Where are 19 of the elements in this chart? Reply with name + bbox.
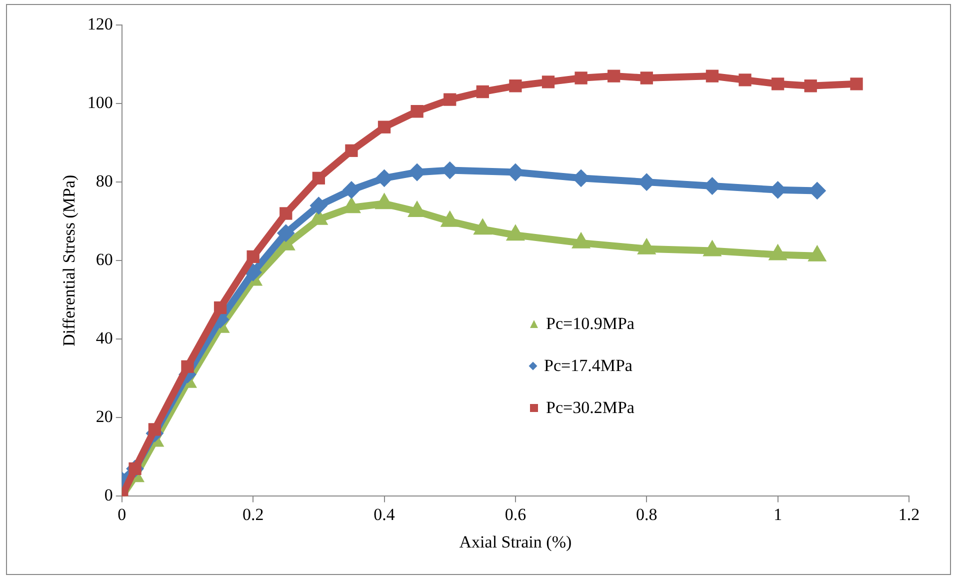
y-tick-label: 60	[96, 250, 113, 270]
x-tick-label: 0.6	[504, 504, 526, 524]
x-tick-label: 0.8	[636, 504, 658, 524]
y-tick-label: 40	[96, 328, 113, 348]
x-tick-label: 1.2	[898, 504, 920, 524]
x-axis-title: Axial Strain (%)	[459, 532, 572, 552]
legend-label: Pc=10.9MPa	[546, 314, 634, 334]
y-axis-title: Differential Stress (MPa)	[60, 174, 79, 346]
x-tick-label: 0.4	[374, 504, 396, 524]
x-tick-label: 0	[118, 504, 126, 524]
y-tick-label: 100	[87, 93, 113, 112]
legend-label: Pc=30.2MPa	[546, 398, 634, 418]
x-tick-label: 1	[774, 504, 782, 524]
y-tick-label: 0	[104, 486, 113, 505]
y-tick-label: 80	[96, 172, 113, 191]
y-tick-label: 120	[87, 14, 113, 34]
legend-label: Pc=17.4MPa	[544, 356, 632, 376]
y-tick-label: 20	[96, 407, 113, 426]
x-tick-label: 0.2	[242, 504, 264, 524]
